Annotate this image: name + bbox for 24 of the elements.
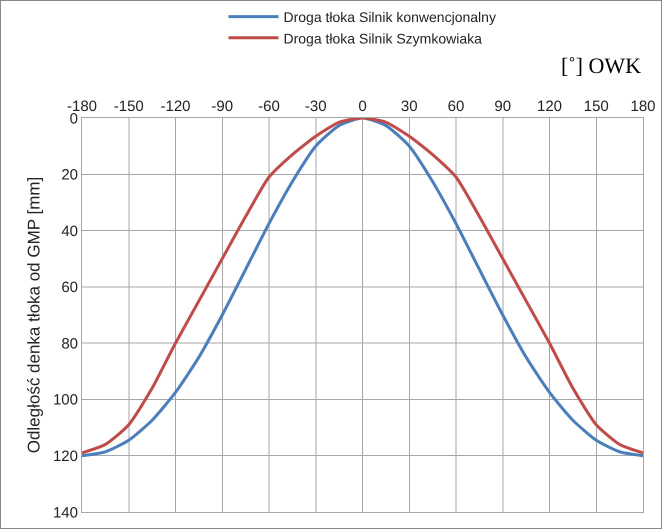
y-axis-title: Odległość denka tłoka od GMP [mm] [24,176,44,454]
x-tick-label: 0 [358,98,367,115]
x-tick-label: -90 [211,98,234,115]
legend-label: Droga tłoka Silnik konwencjonalny [284,9,496,26]
y-tick-label: 0 [70,110,78,128]
x-tick-label: -30 [304,98,327,115]
x-tick-label: 60 [448,98,464,115]
y-tick-label: 20 [61,166,78,184]
x-tick-label: 180 [630,98,656,115]
x-axis-title: [˚] OWK [561,53,642,78]
y-tick-label: 140 [52,504,78,522]
x-tick-label: 90 [494,98,512,115]
x-tick-label: 150 [584,98,609,115]
y-tick-label: 60 [61,279,78,296]
y-tick-label: 40 [61,222,78,240]
y-tick-label: 120 [52,448,78,465]
x-tick-label: 120 [536,98,562,115]
y-tick-label: 80 [61,335,78,352]
y-tick-label: 100 [52,392,78,409]
x-tick-label: -120 [160,98,191,115]
x-tick-label: 30 [400,98,418,115]
legend-label: Droga tłoka Silnik Szymkowiaka [284,30,482,46]
x-tick-label: -60 [258,98,280,115]
x-tick-label: -150 [114,98,144,115]
